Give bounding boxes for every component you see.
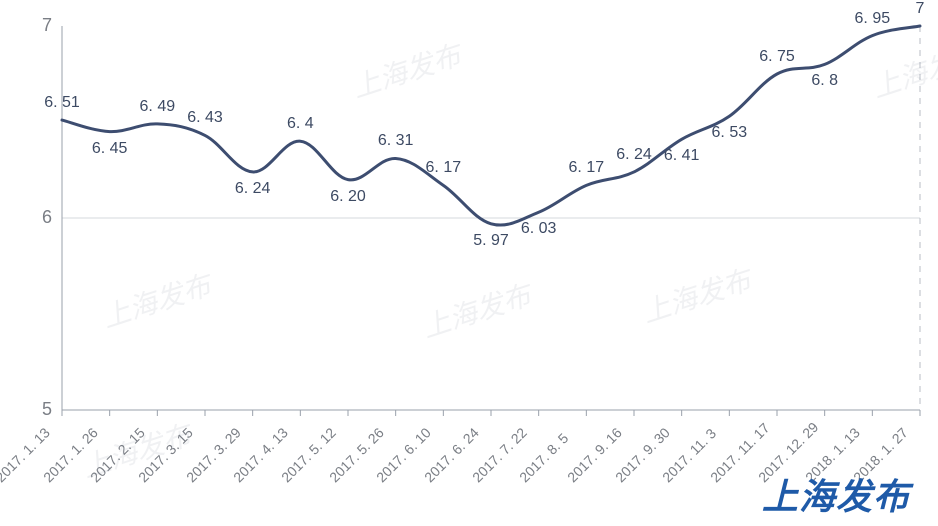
y-tick-label: 7	[12, 15, 52, 36]
point-label: 6. 20	[330, 188, 366, 206]
point-label: 6. 17	[569, 159, 605, 177]
point-label: 6. 4	[287, 115, 314, 133]
y-tick-label: 5	[12, 399, 52, 420]
point-label: 6. 49	[140, 98, 176, 116]
point-label: 6. 31	[378, 132, 414, 150]
point-label: 6. 53	[712, 124, 748, 142]
point-label: 6. 41	[664, 147, 700, 165]
point-label: 6. 43	[187, 109, 223, 127]
line-chart: 5672017. 1. 132017. 1. 262017. 2. 152017…	[0, 0, 938, 526]
point-label: 6. 95	[855, 10, 891, 28]
point-label: 6. 75	[759, 48, 795, 66]
point-label: 6. 51	[44, 94, 80, 112]
point-label: 6. 03	[521, 220, 557, 238]
point-label: 7	[916, 0, 925, 18]
point-label: 6. 24	[235, 180, 271, 198]
point-label: 5. 97	[473, 232, 509, 250]
point-label: 6. 45	[92, 140, 128, 158]
point-label: 6. 8	[811, 72, 838, 90]
point-label: 6. 24	[616, 146, 652, 164]
brand-logo: 上海发布	[762, 468, 910, 520]
y-tick-label: 6	[12, 207, 52, 228]
point-label: 6. 17	[426, 159, 462, 177]
